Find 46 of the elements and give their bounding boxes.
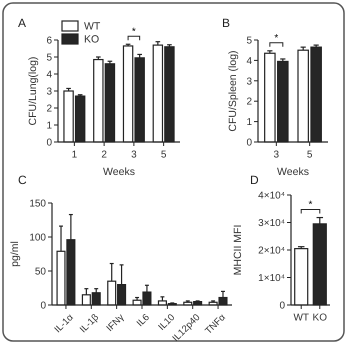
y-tick-label: 2×10⁴: [258, 246, 285, 256]
x-tick-label: IL10: [156, 312, 178, 333]
y-tick-label: 4×10⁴: [258, 190, 285, 202]
y-tick-label: 4: [46, 70, 52, 80]
x-tick-label: 5: [160, 150, 167, 160]
y-tick-label: 150: [29, 198, 46, 210]
y-tick-label: 50: [34, 266, 46, 278]
y-tick-label: 0: [46, 138, 52, 148]
x-tick-label: 1: [72, 150, 78, 160]
x-tick-label: IL6: [134, 312, 152, 330]
y-axis-title: CFU/Spleen (log): [227, 50, 239, 132]
y-axis-title: MHCII MFI: [232, 224, 244, 276]
x-tick-label: 2: [101, 150, 108, 160]
y-axis-title: CFU/Lung(log): [27, 56, 39, 126]
y-tick-label: 3: [246, 76, 252, 88]
x-tick-label: KO: [312, 312, 328, 324]
text: *: [132, 26, 136, 38]
x-axis-title: Weeks: [277, 166, 309, 178]
y-tick-label: 5: [246, 36, 252, 46]
chart-title: A: [18, 16, 26, 30]
y-tick-label: 2: [246, 96, 252, 108]
chart-title: D: [250, 173, 259, 187]
y-tick-label: 0: [40, 300, 46, 312]
y-tick-label: 1×10⁴: [258, 273, 285, 284]
legend-label: KO: [84, 34, 100, 46]
x-axis-title: Weeks: [103, 166, 135, 178]
annotation: *: [274, 32, 278, 44]
annotation: *: [308, 200, 313, 211]
x-tick-label: WT: [293, 312, 309, 324]
y-tick-label: 6: [46, 36, 52, 46]
y-tick-label: 3: [46, 86, 52, 98]
x-tick-label: 3: [131, 150, 138, 160]
y-tick-label: 1: [46, 120, 52, 132]
y-axis-title: pg/ml: [9, 241, 21, 267]
y-tick-label: 1: [246, 117, 252, 128]
x-tick-label: 5: [306, 150, 313, 160]
y-tick-label: 2: [46, 104, 52, 114]
y-tick-label: 0: [279, 300, 286, 312]
chart-title: B: [222, 16, 230, 30]
legend-label: WT: [84, 20, 101, 33]
y-tick-label: 100: [29, 232, 46, 244]
chart-title: C: [18, 173, 27, 187]
y-tick-label: 3×10⁴: [258, 218, 285, 229]
y-tick-label: 0: [246, 138, 252, 148]
y-tick-label: 4: [246, 56, 252, 67]
y-tick-label: 5: [46, 52, 52, 64]
